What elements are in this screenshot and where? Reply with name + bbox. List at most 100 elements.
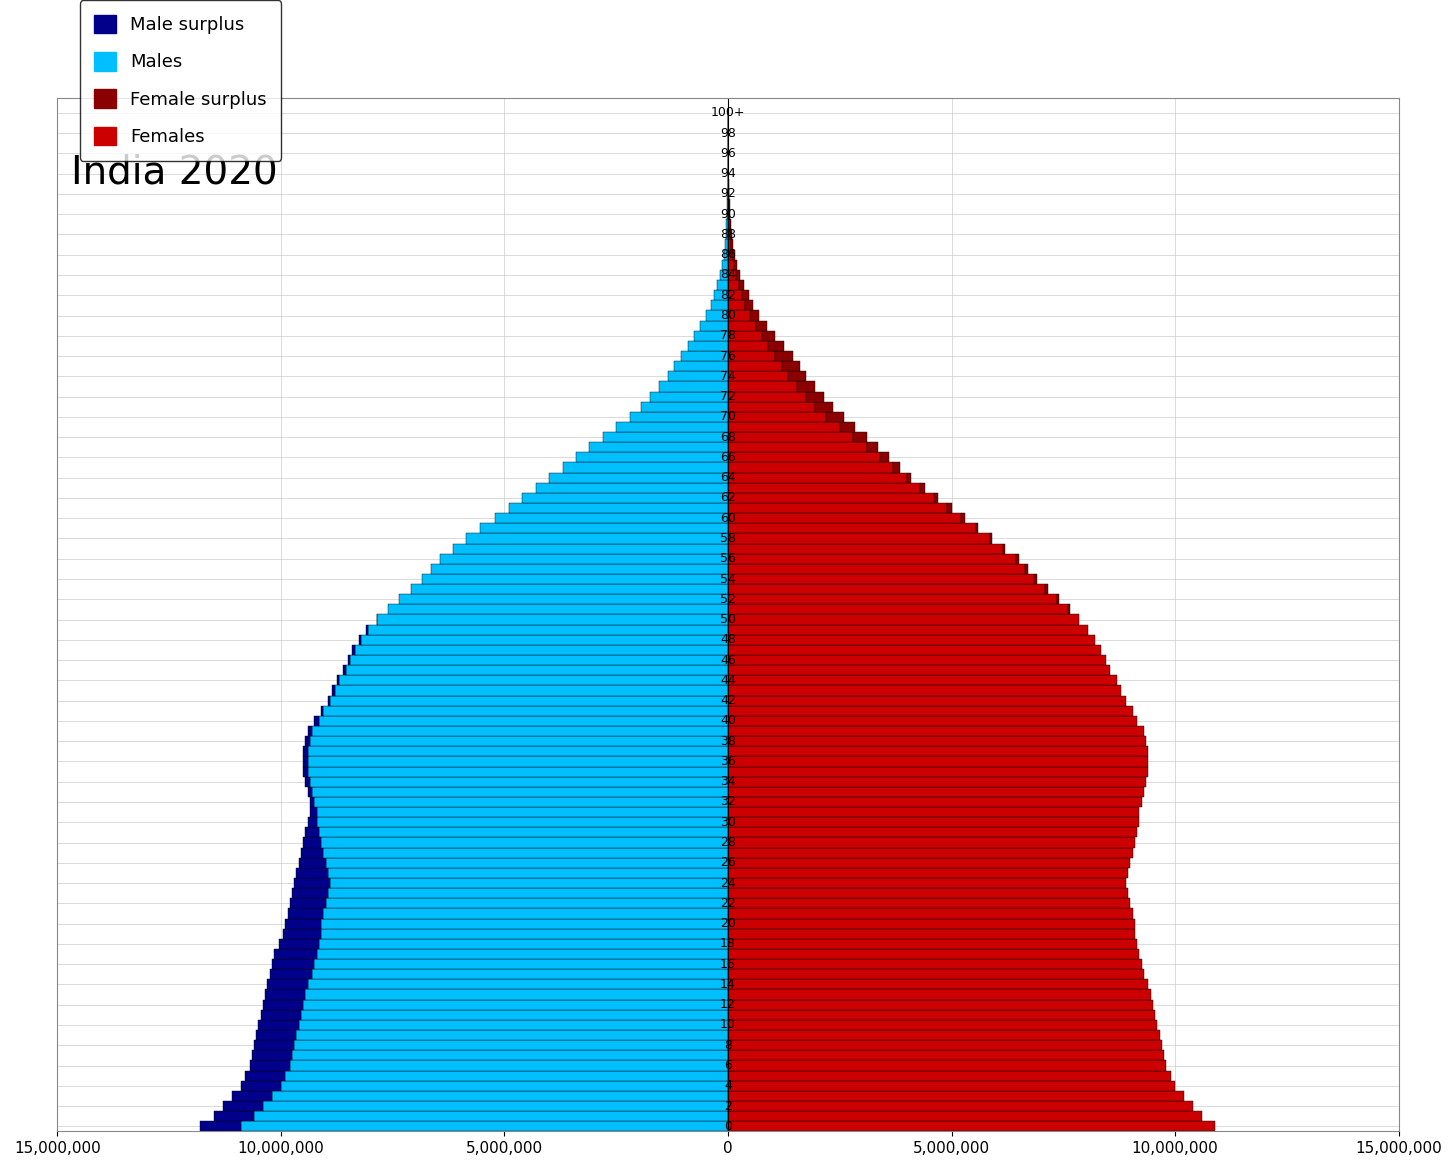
Bar <box>728 351 775 362</box>
Bar <box>718 280 728 290</box>
Bar <box>303 838 322 847</box>
Bar <box>268 979 307 990</box>
Bar <box>310 736 728 746</box>
Bar <box>641 401 728 412</box>
Bar <box>728 868 1128 878</box>
Bar <box>293 888 328 899</box>
Bar <box>495 514 728 523</box>
Bar <box>307 756 728 766</box>
Bar <box>827 412 844 422</box>
Bar <box>728 534 990 544</box>
Bar <box>722 260 728 270</box>
Bar <box>306 736 310 746</box>
Bar <box>301 1010 728 1020</box>
Bar <box>728 1090 1184 1101</box>
Bar <box>728 716 1137 725</box>
Bar <box>719 270 728 280</box>
Text: 2: 2 <box>724 1100 732 1113</box>
Bar <box>728 1040 1162 1051</box>
Bar <box>732 249 735 260</box>
Text: 92: 92 <box>721 187 735 200</box>
Bar <box>728 362 782 371</box>
Text: 62: 62 <box>721 491 735 504</box>
Bar <box>201 1121 240 1131</box>
Bar <box>332 686 335 696</box>
Bar <box>301 847 323 858</box>
Text: 18: 18 <box>721 937 735 950</box>
Bar <box>348 655 349 666</box>
Bar <box>894 462 900 473</box>
Bar <box>728 888 1128 899</box>
Text: 32: 32 <box>721 796 735 808</box>
Bar <box>728 605 1067 614</box>
Bar <box>440 553 728 564</box>
Bar <box>322 838 728 847</box>
Bar <box>232 1090 272 1101</box>
Text: 66: 66 <box>721 450 735 463</box>
Bar <box>285 1071 728 1081</box>
Bar <box>523 493 728 503</box>
Bar <box>728 392 807 401</box>
Bar <box>316 949 728 959</box>
Text: 12: 12 <box>721 998 735 1011</box>
Text: 70: 70 <box>721 411 735 424</box>
Bar <box>480 523 728 534</box>
Bar <box>728 422 840 432</box>
Bar <box>1045 584 1048 594</box>
Bar <box>562 462 728 473</box>
Bar <box>728 1071 1171 1081</box>
Bar <box>312 725 728 736</box>
Bar <box>695 331 728 340</box>
Bar <box>674 362 728 371</box>
Bar <box>769 340 783 351</box>
Bar <box>728 655 1107 666</box>
Bar <box>336 675 339 686</box>
Bar <box>303 999 728 1010</box>
Bar <box>761 331 775 340</box>
Bar <box>728 666 1111 675</box>
Text: 42: 42 <box>721 694 735 707</box>
Bar <box>278 938 319 949</box>
Bar <box>728 290 743 301</box>
Bar <box>728 696 1125 706</box>
Bar <box>750 310 759 321</box>
Bar <box>344 666 345 675</box>
Bar <box>788 371 807 381</box>
Bar <box>724 249 728 260</box>
Bar <box>728 827 1137 838</box>
Text: 80: 80 <box>721 309 735 322</box>
Bar <box>411 584 728 594</box>
Text: 48: 48 <box>721 633 735 646</box>
Text: 28: 28 <box>721 837 735 849</box>
Bar <box>734 260 737 270</box>
Bar <box>1034 574 1037 584</box>
Bar <box>745 301 754 310</box>
Bar <box>731 240 734 249</box>
Bar <box>728 544 1003 553</box>
Bar <box>815 401 833 412</box>
Bar <box>737 270 740 280</box>
Bar <box>352 645 355 655</box>
Bar <box>668 371 728 381</box>
Bar <box>259 1020 298 1030</box>
Bar <box>307 979 728 990</box>
Bar <box>728 1112 1203 1121</box>
Bar <box>728 1101 1192 1112</box>
Text: 90: 90 <box>721 207 735 221</box>
Bar <box>728 493 933 503</box>
Bar <box>322 706 323 716</box>
Bar <box>728 321 756 331</box>
Text: 50: 50 <box>721 613 735 626</box>
Text: 40: 40 <box>721 715 735 728</box>
Bar <box>466 534 728 544</box>
Text: 26: 26 <box>721 856 735 869</box>
Bar <box>323 847 728 858</box>
Text: 46: 46 <box>721 654 735 667</box>
Text: 82: 82 <box>721 289 735 302</box>
Bar <box>1067 605 1070 614</box>
Bar <box>728 240 731 249</box>
Bar <box>728 614 1079 625</box>
Text: 10: 10 <box>721 1018 735 1032</box>
Bar <box>728 1081 1175 1090</box>
Bar <box>807 392 824 401</box>
